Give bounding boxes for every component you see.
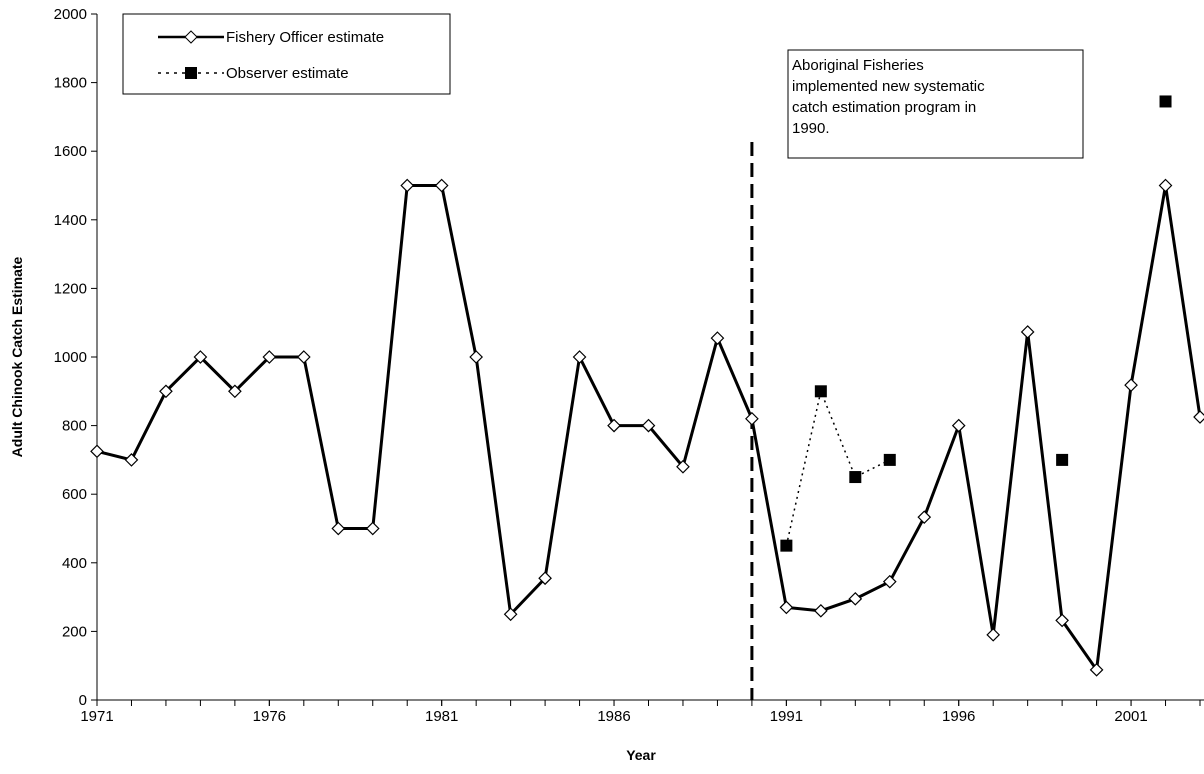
point: [1159, 95, 1172, 108]
point: [228, 384, 242, 399]
y-tick-label: 2000: [54, 6, 87, 23]
x-tick-label: 1971: [80, 708, 113, 725]
x-tick-label: 1991: [770, 708, 803, 725]
point: [951, 418, 966, 433]
point: [813, 603, 828, 618]
point: [780, 539, 793, 552]
point: [814, 385, 827, 398]
point: [469, 350, 484, 364]
y-tick-label: 1200: [54, 280, 87, 297]
point: [917, 510, 932, 525]
point: [641, 418, 656, 433]
point: [503, 607, 518, 622]
x-tick-label: 2001: [1114, 708, 1147, 725]
point: [1056, 453, 1069, 466]
y-tick-label: 800: [62, 418, 87, 435]
point: [1124, 378, 1138, 392]
point: [607, 418, 621, 433]
point: [331, 521, 346, 536]
y-tick-label: 1600: [54, 143, 87, 160]
point: [986, 627, 1001, 642]
point: [296, 350, 311, 364]
point: [745, 411, 759, 426]
series-line: [786, 101, 1165, 545]
point: [159, 384, 173, 399]
point: [400, 178, 415, 193]
point: [1055, 613, 1069, 628]
legend-label: Observer estimate: [226, 65, 349, 82]
point: [883, 453, 896, 466]
y-tick-label: 0: [79, 692, 87, 709]
point: [434, 178, 449, 193]
annotation-box: [787, 49, 1084, 159]
x-tick-label: 1986: [597, 708, 630, 725]
point: [538, 571, 552, 586]
annotation-text: catch estimation program in: [792, 99, 976, 116]
x-tick-label: 1996: [942, 708, 975, 725]
point: [365, 521, 380, 536]
annotation-text: implemented new systematic: [792, 78, 985, 95]
point: [1020, 325, 1035, 339]
y-tick-label: 400: [62, 555, 87, 572]
point: [262, 350, 277, 364]
y-tick-label: 1400: [54, 212, 87, 229]
legend-box: [122, 13, 451, 95]
x-tick-label: 1981: [425, 708, 458, 725]
annotation-text: 1990.: [792, 120, 830, 137]
legend-marker: [184, 30, 198, 44]
point: [124, 453, 139, 467]
point: [1158, 178, 1173, 193]
point: [1089, 662, 1104, 677]
y-tick-label: 1000: [54, 349, 87, 366]
point: [779, 600, 794, 615]
point: [572, 350, 587, 364]
point: [90, 444, 104, 459]
point: [849, 471, 862, 484]
annotation-text: Aboriginal Fisheries: [792, 57, 924, 74]
y-tick-label: 1800: [54, 75, 87, 92]
point: [882, 574, 897, 589]
x-axis-label: Year: [626, 747, 656, 763]
point: [1193, 410, 1204, 424]
legend-marker: [185, 67, 197, 79]
point: [676, 459, 690, 474]
legend-label: Fishery Officer estimate: [226, 29, 384, 46]
point: [193, 350, 208, 364]
y-tick-label: 600: [62, 486, 87, 503]
point: [710, 331, 725, 345]
y-tick-label: 200: [62, 623, 87, 640]
x-tick-label: 1976: [253, 708, 286, 725]
point: [848, 591, 863, 606]
y-axis-label: Adult Chinook Catch Estimate: [9, 256, 25, 457]
